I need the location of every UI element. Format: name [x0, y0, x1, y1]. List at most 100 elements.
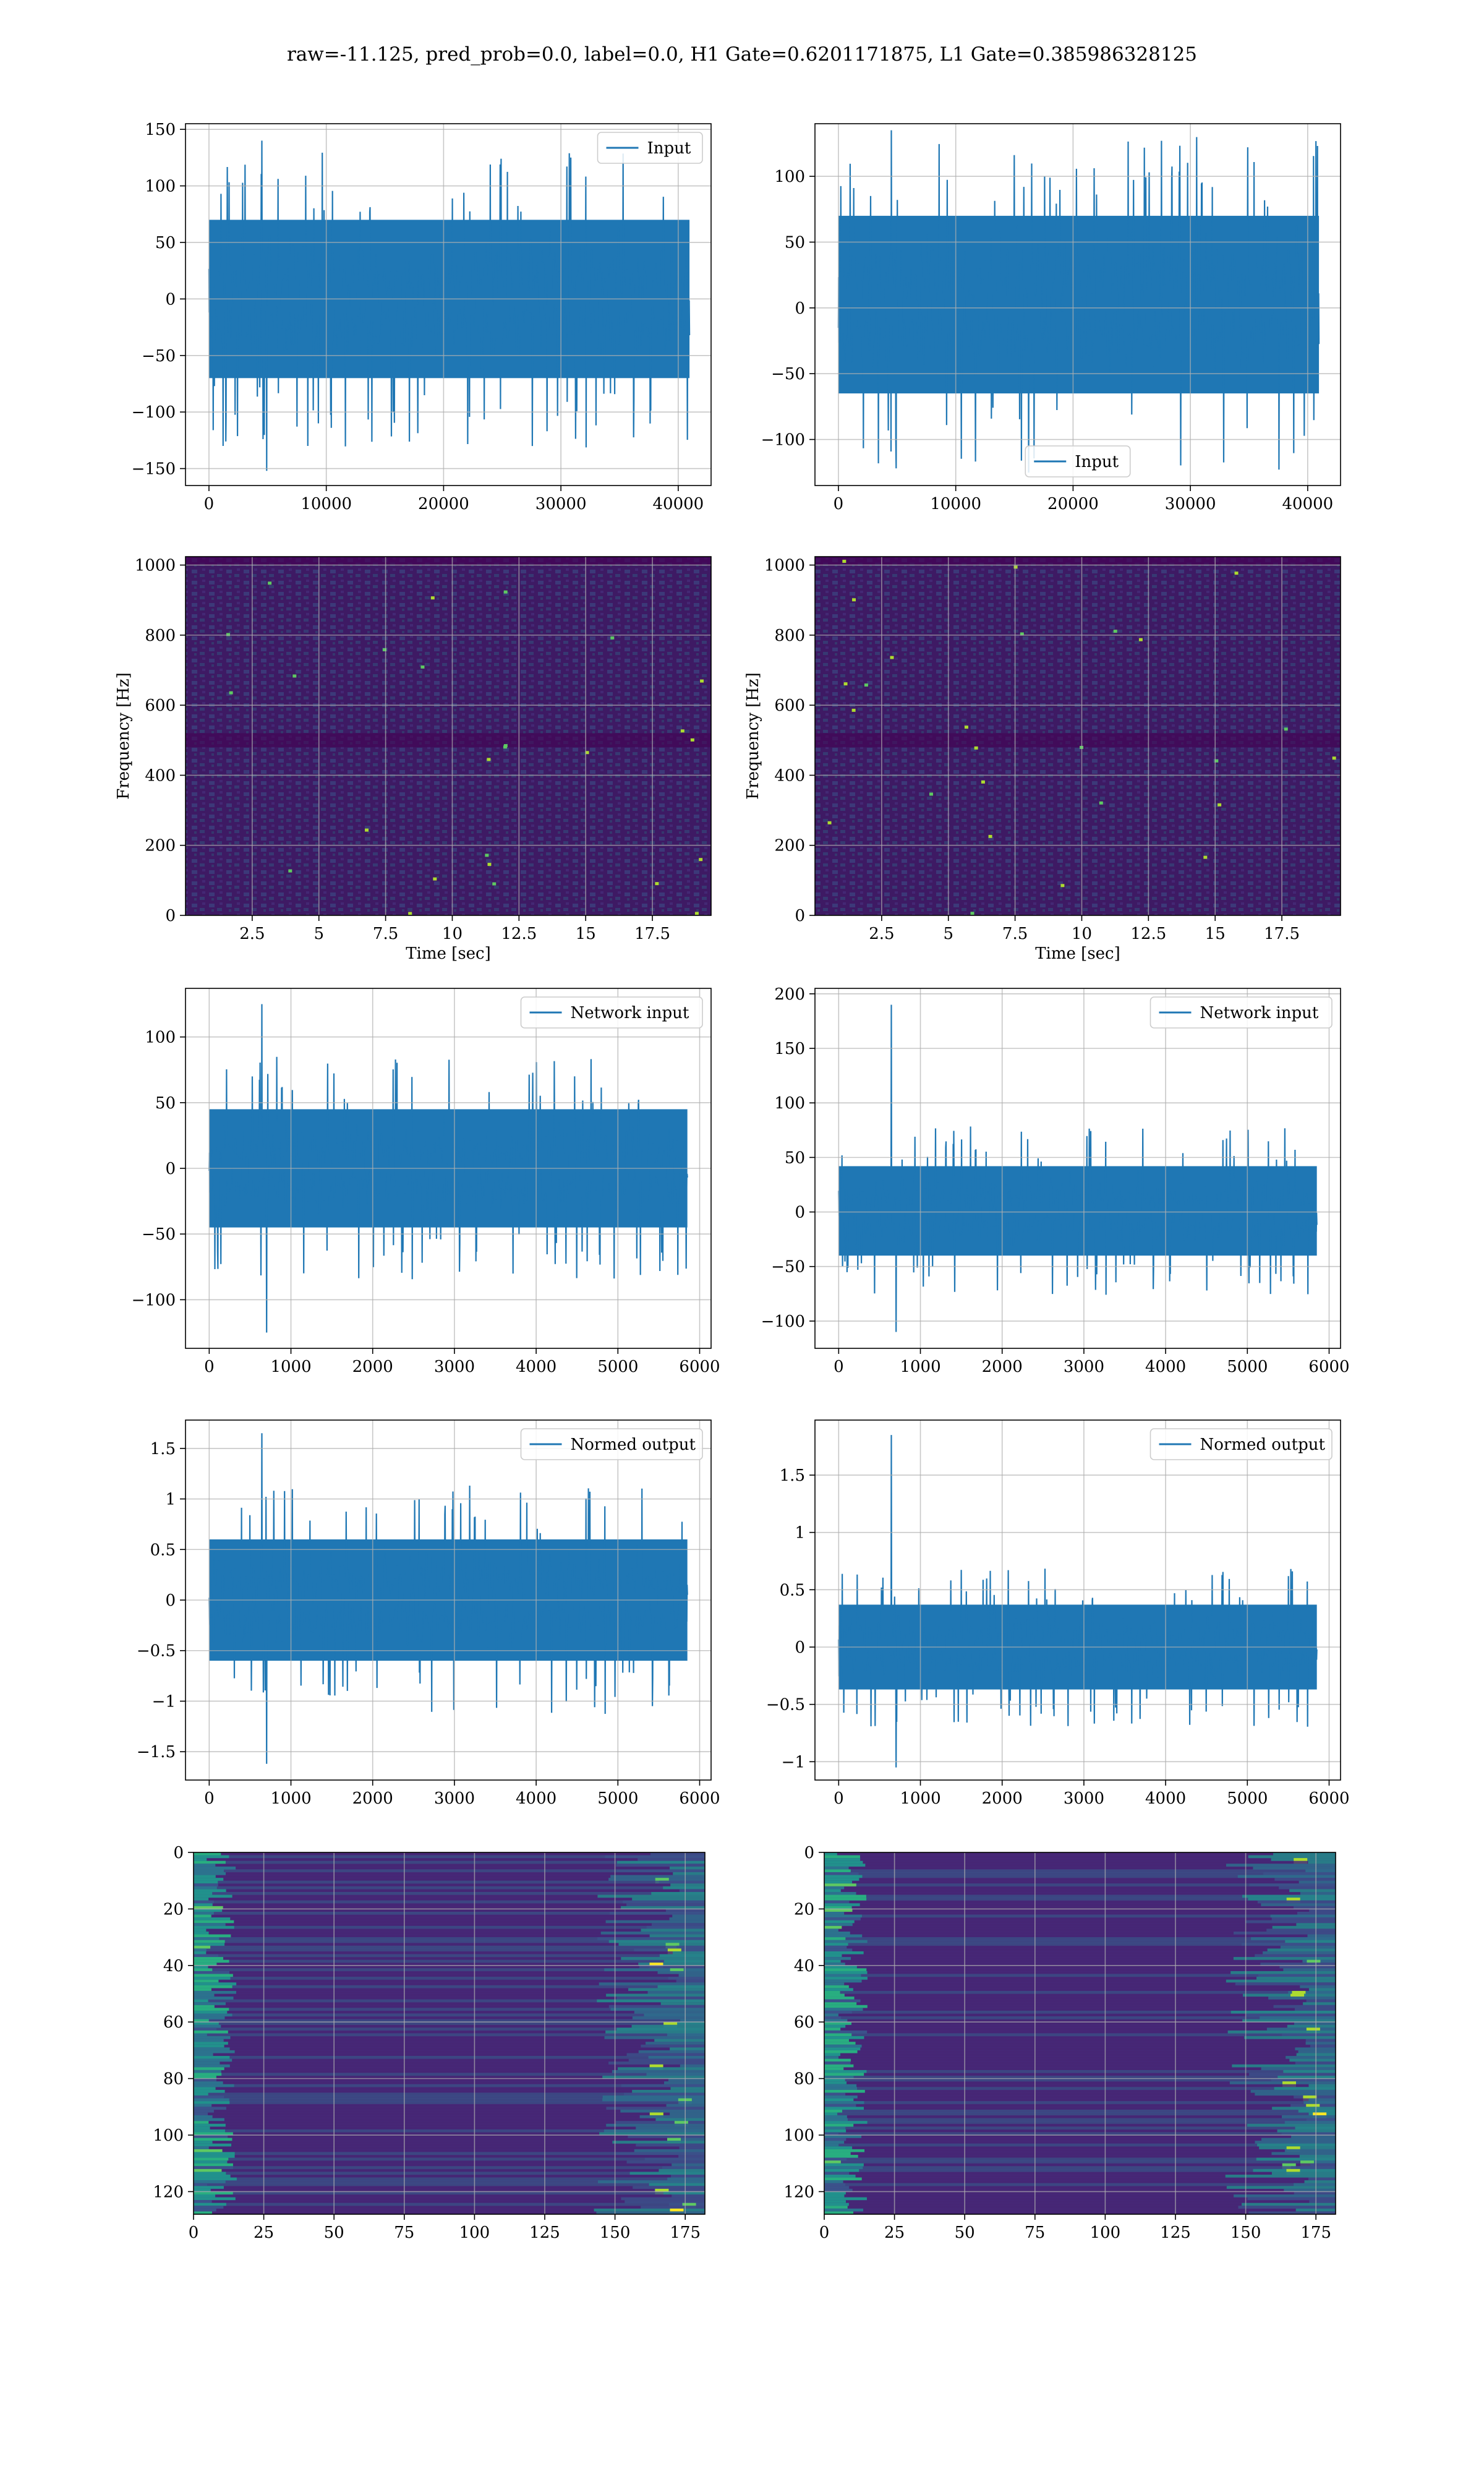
h1-spectrogram-xtick-label: 12.5 [501, 925, 537, 943]
l1-features-ytick-label: 40 [794, 1957, 814, 1975]
h1-features-row-left [194, 1869, 224, 1873]
l1-features-row-left [824, 2200, 846, 2204]
l1-normed-output-ytick-label: 1.5 [780, 1466, 805, 1485]
h1-features-row-right [668, 1977, 705, 1980]
h1-input-series-line [208, 140, 691, 471]
h1-features-row-left [194, 1886, 217, 1890]
h1-features-row-right [659, 2168, 705, 2172]
l1-features-row-right [1284, 2121, 1336, 2125]
h1-features-row [194, 2042, 705, 2045]
l1-network-input-ytick-label: 50 [785, 1149, 805, 1167]
h1-network-input-xtick-label: 3000 [434, 1358, 475, 1376]
h1-network-input-panel: 0 1000 2000 3000 4000 5000 6000 −100 −50 0 50 100 Ne… [132, 988, 720, 1376]
l1-features-row-left [824, 2160, 841, 2164]
l1-features-row [824, 2180, 1336, 2184]
l1-features-row [824, 1928, 1336, 1932]
l1-features-row [824, 1959, 1336, 1963]
l1-features-row-left [824, 2101, 864, 2105]
l1-features-row-right [1256, 2157, 1336, 2161]
h1-features-ytick-label: 0 [173, 1844, 184, 1862]
h1-features-row-right [663, 2191, 705, 2195]
l1-features-row [824, 1898, 1336, 1901]
l1-features-row [824, 1906, 1336, 1909]
h1-features-row [194, 2175, 705, 2178]
h1-features-row-left [194, 2024, 221, 2028]
h1-features-row-left [194, 1872, 226, 1876]
l1-features-ytick-label: 100 [783, 2126, 814, 2145]
l1-features-row-left [824, 1920, 855, 1924]
h1-normed-output-ytick-label: 1.5 [150, 1440, 176, 1458]
l1-features-row [824, 1858, 1336, 1862]
l1-spectrogram-hot-pixel [970, 912, 974, 915]
l1-network-input-xtick-label: 1000 [900, 1358, 940, 1376]
l1-features-plot-area [824, 1852, 1336, 2214]
l1-features-row [824, 2135, 1336, 2139]
l1-network-input-panel: 0 1000 2000 3000 4000 5000 6000 −100 −50 0 50 100 15… [761, 985, 1350, 1376]
h1-features-row-left [194, 1959, 229, 1963]
h1-spectrogram-hot-pixel [226, 633, 230, 636]
h1-features-row-left [194, 2076, 216, 2079]
l1-features-row [824, 2160, 1336, 2164]
l1-features-row-left [824, 1951, 864, 1955]
h1-features-ytick-label: 60 [163, 2013, 184, 2032]
l1-features-row [824, 1971, 1336, 1975]
h1-features-row [194, 1880, 705, 1884]
l1-network-input-ytick-label: 100 [774, 1094, 805, 1113]
l1-input-plot-area [837, 130, 1320, 473]
h1-input-legend-box [597, 132, 703, 164]
l1-features-row-left [824, 2039, 849, 2042]
l1-network-input-xtick-label: 2000 [982, 1358, 1023, 1376]
h1-features-row-right [670, 2047, 705, 2051]
l1-features-row-right [1257, 2143, 1336, 2147]
l1-spectrogram-hot-pixel [1214, 759, 1219, 763]
h1-features-row-left [194, 1985, 232, 1988]
l1-features-row-left [824, 2180, 843, 2184]
h1-features-row-right [644, 2157, 705, 2161]
l1-spectrogram-hot-pixel [964, 726, 968, 729]
l1-features-row-left [824, 2138, 846, 2141]
h1-features-row-left [194, 2013, 232, 2017]
l1-features-row-left [824, 1858, 861, 1862]
l1-features-row-right [1274, 1878, 1336, 1881]
h1-features-row-right [649, 2183, 705, 2186]
h1-features-xtick-label: 0 [189, 2224, 199, 2242]
h1-features-row [194, 1959, 705, 1963]
h1-features-row-right [616, 2027, 705, 2031]
h1-features-row-left [194, 2109, 214, 2113]
h1-features-row-right [671, 2175, 705, 2178]
h1-spectrogram-hot-pixel [680, 729, 684, 733]
h1-features-row [194, 1875, 705, 1878]
h1-features-xtick-label: 25 [254, 2224, 274, 2242]
h1-features-row-left [194, 2115, 213, 2119]
l1-features-row [824, 1985, 1336, 1988]
h1-features-row-left [194, 2095, 224, 2099]
l1-features-row-right [1303, 2101, 1336, 2105]
l1-features-row [824, 1999, 1336, 2003]
h1-spectrogram-hot-pixel [292, 674, 297, 678]
h1-features-row-right [612, 2070, 705, 2073]
h1-features-row-right [626, 2053, 705, 2057]
h1-features-row [194, 1914, 705, 1918]
h1-features-row-left [194, 1934, 231, 1938]
h1-features-row [194, 1889, 705, 1893]
l1-features-row-left [824, 1957, 851, 1961]
h1-features-row-left [194, 2033, 207, 2037]
h1-features-row-left [194, 1993, 215, 1997]
h1-features-row-left [194, 2166, 234, 2170]
l1-network-input-xtick-label: 0 [834, 1358, 844, 1376]
l1-network-input-ytick-label: 150 [774, 1040, 805, 1058]
l1-features-row-left [824, 1959, 841, 1963]
h1-features-row-right [602, 2095, 705, 2099]
h1-features-row-left [194, 1880, 218, 1884]
h1-features-row-left [194, 2104, 212, 2107]
l1-features-row [824, 1948, 1336, 1952]
l1-features-row-right [1295, 2008, 1336, 2011]
l1-features-row-left [824, 2030, 868, 2034]
h1-features-row-left [194, 1860, 226, 1864]
h1-features-row-right [667, 2177, 705, 2181]
h1-features-row-right [608, 2061, 705, 2065]
h1-features-frame [193, 1852, 706, 2215]
l1-features-row-left [824, 2211, 854, 2214]
l1-features-row [824, 2098, 1336, 2102]
l1-features-row-left [824, 2104, 856, 2107]
